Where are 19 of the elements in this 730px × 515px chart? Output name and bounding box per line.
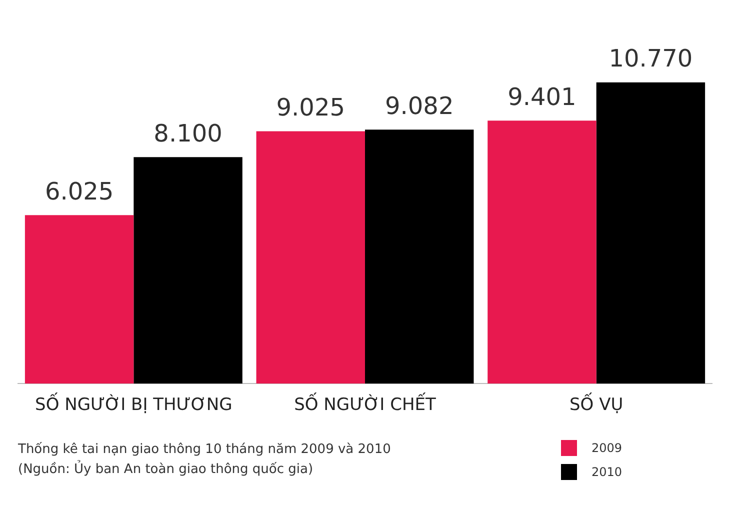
- data-label: 9.401: [508, 82, 576, 111]
- bar: [365, 130, 474, 384]
- x-tick-label: SỐ NGƯỜI CHẾT: [294, 392, 436, 416]
- x-tick-label: SỐ VỤ: [570, 392, 624, 416]
- bar: [24, 215, 134, 384]
- data-label: 6.025: [44, 177, 114, 206]
- text: Thống kê tai nạn giao thông 10 tháng năm 2009 và 2010: [18, 441, 391, 459]
- legend-label: 2009: [591, 441, 622, 455]
- bar: [596, 82, 706, 384]
- bar: [134, 157, 242, 384]
- x-tick-label: SỐ NGƯỜI BỊ THƯƠNG: [35, 392, 232, 416]
- data-label: 8.100: [154, 119, 222, 148]
- data-label: 9.025: [276, 93, 345, 122]
- text: (Nguồn: Ủy ban An toàn giao thông quốc gia): [18, 460, 314, 479]
- data-label: 10.770: [608, 44, 693, 73]
- bar: [488, 120, 596, 384]
- data-label: 9.082: [385, 92, 454, 120]
- bar: [256, 131, 365, 384]
- legend-label: 2010: [591, 465, 622, 479]
